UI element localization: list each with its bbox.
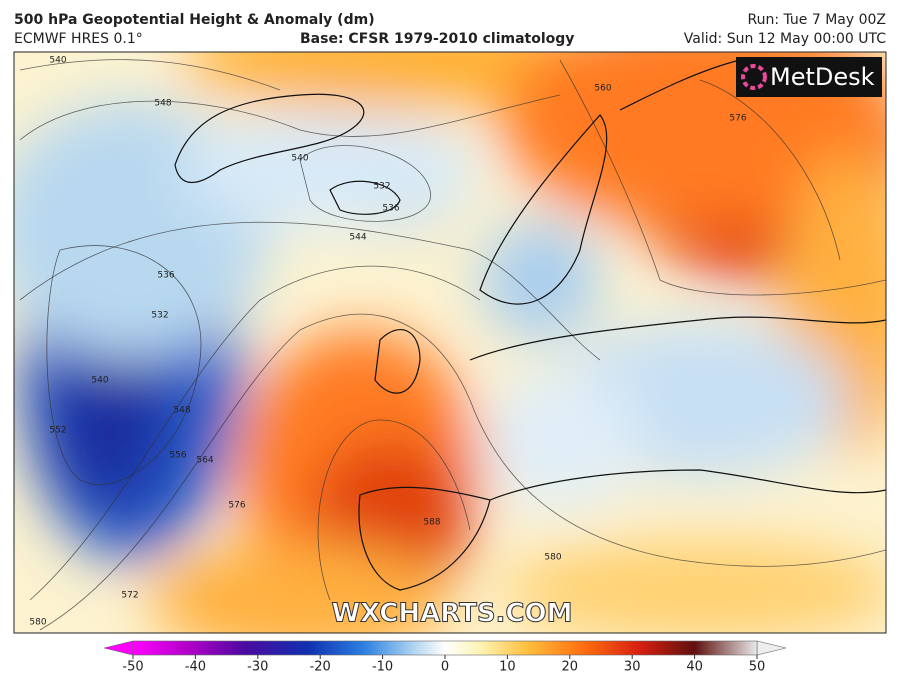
contour-label: 580 bbox=[29, 618, 46, 628]
colorbar-tick-label: -50 bbox=[122, 660, 143, 675]
colorbar-tick-label: 0 bbox=[441, 660, 449, 675]
contour-label: 540 bbox=[49, 56, 66, 66]
contour-label: 536 bbox=[382, 204, 399, 214]
map-frame bbox=[13, 51, 887, 634]
contour-label: 564 bbox=[196, 456, 213, 466]
contour-label: 552 bbox=[49, 426, 66, 436]
contour-label: 588 bbox=[423, 518, 440, 528]
header: 500 hPa Geopotential Height & Anomaly (d… bbox=[14, 12, 886, 47]
run: Run: Tue 7 May 00Z bbox=[747, 12, 886, 28]
valid: Valid: Sun 12 May 00:00 UTC bbox=[684, 31, 886, 47]
colorbar-tick-label: 30 bbox=[624, 660, 641, 675]
watermark: WXCHARTS.COM bbox=[331, 599, 572, 629]
colorbar-tick-label: -20 bbox=[310, 660, 331, 675]
colorbar-tick-label: 40 bbox=[686, 660, 703, 675]
contour-label: 548 bbox=[173, 406, 190, 416]
contour-label: 548 bbox=[154, 99, 171, 109]
model: ECMWF HRES 0.1° bbox=[14, 31, 143, 47]
logo-text: MetDesk bbox=[770, 63, 875, 91]
contour-label: 536 bbox=[157, 271, 174, 281]
contour-label: 556 bbox=[169, 451, 186, 461]
map: 540 548 540 532 536 544 536 532 540 552 548 556 564 5… bbox=[14, 52, 886, 633]
colorbar-tick-label: -10 bbox=[372, 660, 393, 675]
contour-label: 540 bbox=[291, 154, 308, 164]
contour-label: 576 bbox=[228, 501, 245, 511]
title: 500 hPa Geopotential Height & Anomaly (d… bbox=[14, 12, 375, 28]
colorbar-tick-label: 10 bbox=[499, 660, 516, 675]
contour-label: 532 bbox=[373, 182, 390, 192]
contour-label: 532 bbox=[151, 311, 168, 321]
logo: MetDesk bbox=[736, 57, 882, 97]
base: Base: CFSR 1979-2010 climatology bbox=[300, 31, 574, 47]
colorbar: -50 -40 -30 -20 -10 0 10 20 30 40 50 bbox=[103, 640, 787, 675]
contour-label: 576 bbox=[729, 114, 746, 124]
contour-label: 580 bbox=[544, 553, 561, 563]
contour-label: 540 bbox=[91, 376, 108, 386]
contour-label: 572 bbox=[121, 591, 138, 601]
colorbar-tick-label: -30 bbox=[247, 660, 268, 675]
contour-labels: 540 548 540 532 536 544 536 532 540 552 548 556 564 5… bbox=[29, 56, 746, 628]
colorbar-tick-label: -40 bbox=[185, 660, 206, 675]
contour-label: 560 bbox=[594, 84, 611, 94]
colorbar-tick-label: 20 bbox=[562, 660, 579, 675]
colorbar-tick-label: 50 bbox=[749, 660, 766, 675]
contour-label: 544 bbox=[349, 233, 366, 243]
